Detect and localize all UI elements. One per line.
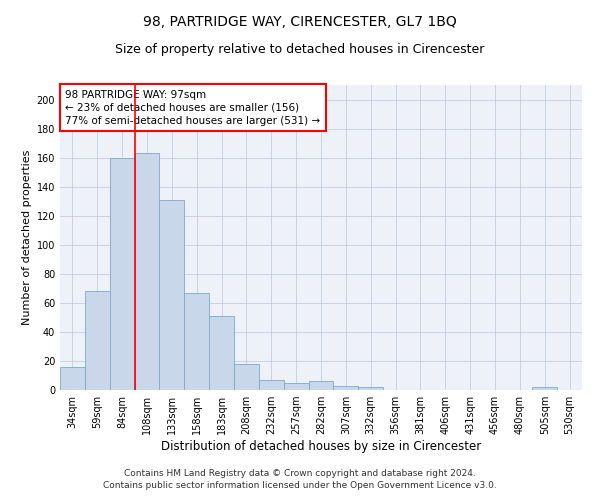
Text: Size of property relative to detached houses in Cirencester: Size of property relative to detached ho…	[115, 42, 485, 56]
Bar	[209, 316, 234, 390]
Bar	[234, 364, 259, 390]
Bar	[308, 382, 334, 390]
Y-axis label: Number of detached properties: Number of detached properties	[22, 150, 32, 325]
Bar	[60, 367, 85, 390]
Bar	[358, 387, 383, 390]
Text: Contains HM Land Registry data © Crown copyright and database right 2024.: Contains HM Land Registry data © Crown c…	[124, 468, 476, 477]
Bar	[284, 382, 308, 390]
Bar	[160, 200, 184, 390]
Bar	[334, 386, 358, 390]
Bar	[184, 292, 209, 390]
Bar	[259, 380, 284, 390]
Text: 98, PARTRIDGE WAY, CIRENCESTER, GL7 1BQ: 98, PARTRIDGE WAY, CIRENCESTER, GL7 1BQ	[143, 15, 457, 29]
Bar	[532, 387, 557, 390]
Bar	[85, 291, 110, 390]
Bar	[134, 154, 160, 390]
X-axis label: Distribution of detached houses by size in Cirencester: Distribution of detached houses by size …	[161, 440, 481, 453]
Bar	[110, 158, 134, 390]
Text: 98 PARTRIDGE WAY: 97sqm
← 23% of detached houses are smaller (156)
77% of semi-d: 98 PARTRIDGE WAY: 97sqm ← 23% of detache…	[65, 90, 320, 126]
Text: Contains public sector information licensed under the Open Government Licence v3: Contains public sector information licen…	[103, 481, 497, 490]
